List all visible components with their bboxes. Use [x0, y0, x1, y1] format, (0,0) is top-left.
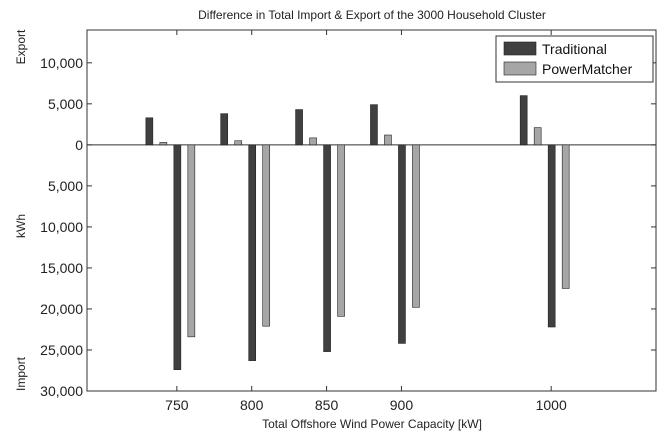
bar-powermatcher-import — [561, 144, 570, 289]
plot-area — [86, 29, 657, 392]
legend-swatch-powermatcher — [503, 61, 537, 76]
y-tick-label: 20,000 — [40, 301, 83, 317]
bar-traditional-import — [547, 144, 556, 328]
x-axis-label: Total Offshore Wind Power Capacity [kW] — [262, 417, 482, 431]
bar-powermatcher-import — [262, 144, 271, 327]
bar-powermatcher-export — [234, 140, 243, 146]
y-tick-label: 10,000 — [40, 55, 83, 71]
bar-powermatcher-import — [337, 144, 345, 317]
y-tick-label: 15,000 — [40, 260, 83, 276]
bar-powermatcher-import — [187, 144, 196, 338]
x-tick-label: 750 — [165, 397, 189, 413]
bar-powermatcher-export — [159, 142, 168, 146]
x-tick-label: 1000 — [536, 397, 567, 413]
bar-traditional-import — [248, 144, 257, 361]
y-tick-label: 25,000 — [40, 342, 83, 358]
bar-traditional-import — [323, 144, 331, 352]
y-tick-label: 30,000 — [40, 383, 83, 399]
bar-traditional-export — [220, 113, 229, 146]
legend-label-traditional: Traditional — [542, 41, 607, 57]
y-tick-label: 5,000 — [48, 178, 83, 194]
chart-title: Difference in Total Import & Export of t… — [198, 8, 546, 22]
bar-traditional-import — [173, 144, 182, 370]
x-tick-label: 900 — [390, 397, 414, 413]
bar-powermatcher-export — [309, 137, 317, 146]
y-tick-label: 10,000 — [40, 219, 83, 235]
y-axis-label-import: Import — [14, 356, 28, 391]
x-axis: 750 800 850 900 1000 — [165, 30, 567, 413]
bars-group — [145, 95, 570, 370]
legend-swatch-traditional — [503, 41, 537, 56]
legend: Traditional PowerMatcher — [495, 35, 654, 83]
bar-traditional-export — [145, 117, 154, 146]
bar-traditional-export — [295, 109, 303, 146]
legend-label-powermatcher: PowerMatcher — [542, 61, 633, 77]
bar-powermatcher-import — [412, 144, 420, 308]
y-tick-label: 0 — [75, 137, 83, 153]
x-tick-label: 800 — [240, 397, 264, 413]
y-axis-label: kWh — [14, 214, 28, 238]
bar-traditional-export — [370, 104, 378, 146]
x-tick-label: 850 — [315, 397, 339, 413]
y-axis-label-export: Export — [14, 29, 28, 64]
bar-powermatcher-export — [533, 127, 542, 146]
bar-powermatcher-export — [384, 134, 392, 146]
y-axis: 10,000 5,000 0 5,000 10,000 15,000 20,000 25,00… — [40, 55, 656, 399]
y-tick-label: 5,000 — [48, 96, 83, 112]
bar-traditional-import — [398, 144, 406, 344]
bar-traditional-export — [519, 95, 528, 146]
